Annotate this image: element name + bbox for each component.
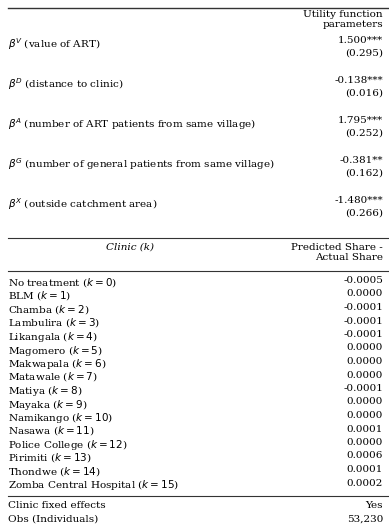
- Text: 0.0006: 0.0006: [347, 451, 383, 460]
- Text: 0.0000: 0.0000: [347, 343, 383, 352]
- Text: Chamba ($k = 2$): Chamba ($k = 2$): [8, 303, 89, 316]
- Text: Clinic (k): Clinic (k): [106, 243, 154, 252]
- Text: No treatment ($k = 0$): No treatment ($k = 0$): [8, 276, 117, 289]
- Text: Clinic fixed effects: Clinic fixed effects: [8, 501, 106, 510]
- Text: 0.0000: 0.0000: [347, 438, 383, 447]
- Text: $\beta^X$ (outside catchment area): $\beta^X$ (outside catchment area): [8, 196, 158, 212]
- Text: Lambulira ($k = 3$): Lambulira ($k = 3$): [8, 317, 100, 329]
- Text: $\beta^V$ (value of ART): $\beta^V$ (value of ART): [8, 36, 100, 52]
- Text: Thondwe ($k = 14$): Thondwe ($k = 14$): [8, 465, 101, 478]
- Text: Likangala ($k = 4$): Likangala ($k = 4$): [8, 330, 98, 344]
- Text: $\beta^D$ (distance to clinic): $\beta^D$ (distance to clinic): [8, 76, 124, 92]
- Text: Matawale ($k = 7$): Matawale ($k = 7$): [8, 370, 98, 383]
- Text: Police College ($k = 12$): Police College ($k = 12$): [8, 438, 128, 452]
- Text: 0.0000: 0.0000: [347, 398, 383, 407]
- Text: 1.500***: 1.500***: [338, 36, 383, 45]
- Text: Matiya ($k = 8$): Matiya ($k = 8$): [8, 384, 82, 398]
- Text: (0.162): (0.162): [345, 169, 383, 178]
- Text: 0.0001: 0.0001: [347, 424, 383, 433]
- Text: Utility function
parameters: Utility function parameters: [303, 10, 383, 29]
- Text: -0.0001: -0.0001: [343, 303, 383, 312]
- Text: (0.252): (0.252): [345, 129, 383, 138]
- Text: 0.0000: 0.0000: [347, 411, 383, 420]
- Text: (0.266): (0.266): [345, 209, 383, 218]
- Text: Zomba Central Hospital ($k = 15$): Zomba Central Hospital ($k = 15$): [8, 479, 179, 492]
- Text: 0.0001: 0.0001: [347, 465, 383, 474]
- Text: -0.0001: -0.0001: [343, 317, 383, 326]
- Text: Makwapala ($k = 6$): Makwapala ($k = 6$): [8, 357, 107, 371]
- Text: (0.016): (0.016): [345, 89, 383, 98]
- Text: -0.0001: -0.0001: [343, 384, 383, 393]
- Text: Magomero ($k = 5$): Magomero ($k = 5$): [8, 343, 103, 358]
- Text: Yes: Yes: [366, 501, 383, 510]
- Text: 1.795***: 1.795***: [338, 116, 383, 125]
- Text: Namikango ($k = 10$): Namikango ($k = 10$): [8, 411, 113, 425]
- Text: $\beta^G$ (number of general patients from same village): $\beta^G$ (number of general patients fr…: [8, 156, 275, 172]
- Text: 0.0000: 0.0000: [347, 289, 383, 298]
- Text: Mayaka ($k = 9$): Mayaka ($k = 9$): [8, 398, 88, 411]
- Text: -0.381**: -0.381**: [340, 156, 383, 165]
- Text: -1.480***: -1.480***: [335, 196, 383, 205]
- Text: 0.0000: 0.0000: [347, 370, 383, 379]
- Text: Pirimiti ($k = 13$): Pirimiti ($k = 13$): [8, 451, 92, 464]
- Text: 53,230: 53,230: [347, 514, 383, 523]
- Text: -0.138***: -0.138***: [335, 76, 383, 85]
- Text: 0.0000: 0.0000: [347, 357, 383, 366]
- Text: Obs (Individuals): Obs (Individuals): [8, 514, 98, 523]
- Text: (0.295): (0.295): [345, 49, 383, 58]
- Text: $\beta^A$ (number of ART patients from same village): $\beta^A$ (number of ART patients from s…: [8, 116, 256, 132]
- Text: Nasawa ($k = 11$): Nasawa ($k = 11$): [8, 424, 95, 438]
- Text: 0.0002: 0.0002: [347, 479, 383, 488]
- Text: -0.0001: -0.0001: [343, 330, 383, 339]
- Text: Predicted Share -
Actual Share: Predicted Share - Actual Share: [291, 243, 383, 262]
- Text: BLM ($k = 1$): BLM ($k = 1$): [8, 289, 71, 302]
- Text: -0.0005: -0.0005: [343, 276, 383, 285]
